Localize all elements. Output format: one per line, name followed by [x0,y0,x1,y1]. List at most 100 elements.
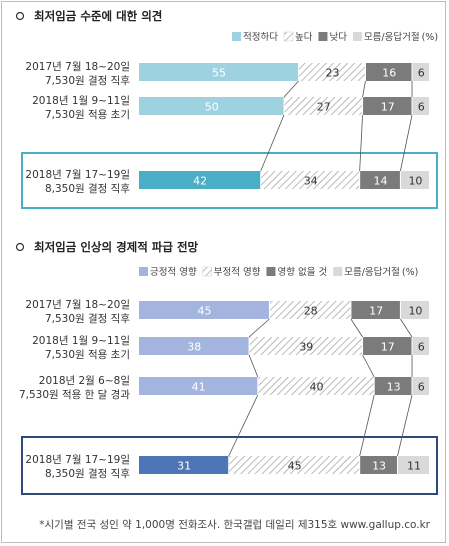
bar-segment [269,301,351,319]
bar-segment [412,377,429,395]
connector-line [228,394,259,457]
bar-segment [412,97,429,115]
connector-line [362,354,375,378]
category-label: 2017년 7월 18~20일 [25,60,130,73]
bar-segment [284,97,363,115]
category-label: 2018년 1월 9~11일 [32,334,130,347]
legend-label: 모름/응답거절 [364,31,420,43]
legend-swatch [202,266,212,277]
legend-label: 영향 없을 것 [277,266,327,278]
legend-unit: (%) [402,267,418,278]
data-label: 17 [369,305,383,318]
category-label: 2018년 7월 17~19일 [25,168,130,181]
category-label: 8,350원 결정 직후 [45,183,130,195]
legend-swatch [352,32,362,41]
bar-segment [363,337,412,355]
bar-segment [258,377,374,395]
title-bullet-icon [15,242,25,252]
data-label: 39 [299,341,313,354]
data-label: 55 [212,67,226,80]
connector-line [400,318,413,338]
connector-line [400,114,413,172]
bar-segment [360,171,400,189]
bar-segment [261,171,360,189]
data-label: 23 [326,67,340,80]
legend-label: 적정하다 [243,31,278,43]
bar-segment [412,337,429,355]
legend-label: 긍정적 영향 [150,266,197,278]
footnote: *시기별 전국 성인 약 1,000명 전화조사. 한국갤럽 데일리 제315호… [39,518,430,531]
legend-swatch [232,32,241,41]
data-label: 17 [381,341,395,354]
highlight-box [21,436,438,495]
data-label: 27 [317,101,331,114]
bar-segment [360,456,397,474]
bar-segment [139,377,258,395]
category-label: 7,530원 결정 직후 [45,313,130,325]
bar-segment [139,171,261,189]
data-label: 11 [407,460,421,473]
connector-line [283,80,299,98]
bar-segment [139,97,284,115]
legend-label: 모름/응답거절 [344,266,400,278]
data-label: 17 [381,101,395,114]
data-label: 50 [205,101,219,114]
data-label: 45 [197,305,211,318]
connector-line [362,80,366,98]
connector-line [248,318,270,338]
bar-segment [139,63,299,81]
legend-swatch [266,267,276,276]
title-bullet-icon [15,11,25,21]
highlight-box [21,152,438,209]
connector-line [248,354,259,378]
chart-title: 최저임금 인상의 경제적 파급 전망 [34,240,199,254]
bar-segment [139,337,249,355]
legend-label: 낮다 [329,32,347,43]
data-label: 6 [418,67,425,80]
legend-swatch [139,267,148,276]
legend-unit: (%) [422,32,438,43]
connector-line [260,114,285,172]
bar-segment [139,301,269,319]
chart-title: 최저임금 수준에 대한 의견 [34,9,162,23]
category-label: 7,530원 적용 초기 [45,349,130,361]
data-label: 13 [387,381,401,394]
bar-segment [139,456,229,474]
category-label: 7,530원 적용 한 달 경과 [19,388,130,401]
data-label: 10 [408,175,422,188]
bar-segment [365,63,412,81]
data-label: 34 [304,175,318,188]
data-label: 16 [382,67,396,80]
connector-line [359,114,363,172]
legend-label: 높다 [295,32,313,43]
legend-swatch [333,267,343,276]
legend-label: 부정적 영향 [214,266,261,278]
data-label: 6 [418,341,425,354]
data-label: 6 [418,381,425,394]
connector-line [350,318,363,338]
bar-segment [400,171,429,189]
data-label: 31 [177,460,191,473]
bar-segment [249,337,363,355]
data-label: 14 [374,175,388,188]
data-label: 41 [192,381,206,394]
bar-segment [363,97,412,115]
data-label: 42 [193,175,207,188]
data-label: 6 [418,101,425,114]
connector-line [359,394,375,457]
bar-segment [299,63,365,81]
category-label: 7,530원 적용 초기 [45,109,130,121]
bar-segment [400,301,429,319]
data-label: 28 [304,305,318,318]
legend-swatch [318,32,328,41]
data-label: 40 [310,381,324,394]
bar-segment [397,456,429,474]
category-label: 7,530원 결정 직후 [45,75,130,87]
category-label: 2018년 2월 6~8일 [39,374,130,387]
bar-segment [412,63,429,81]
data-label: 38 [187,341,201,354]
data-label: 45 [288,460,302,473]
legend-swatch [283,31,294,42]
